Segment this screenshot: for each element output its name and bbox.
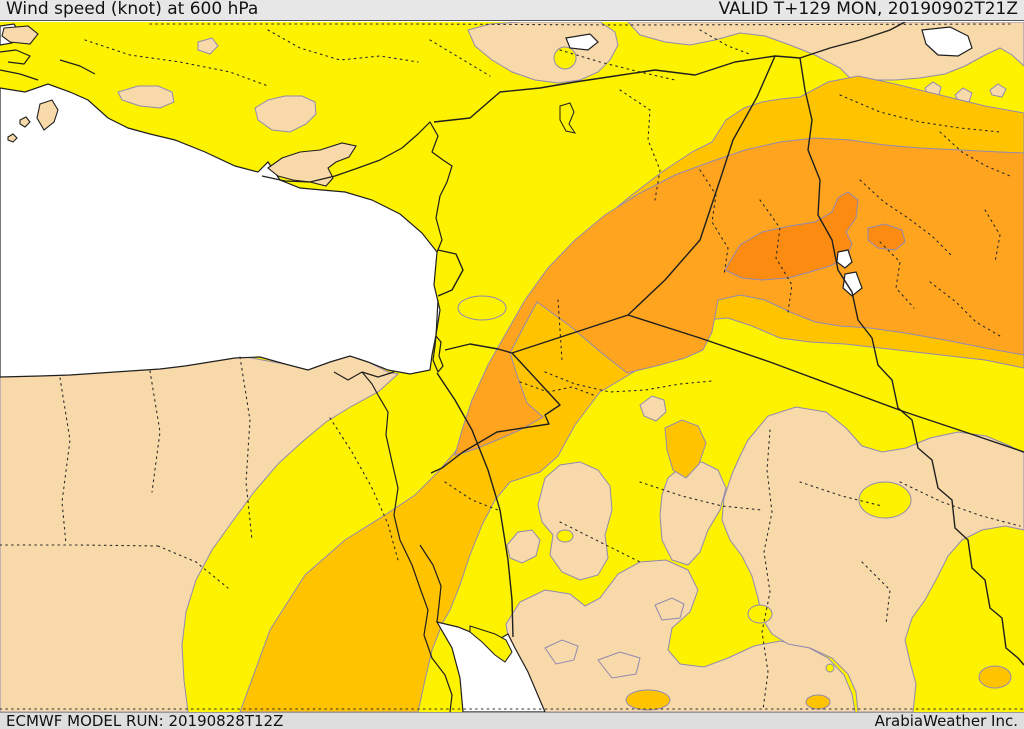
lebanon-border: [437, 249, 464, 297]
band-dark-orange-regions: [724, 191, 906, 281]
lake-habbaniyah: [842, 271, 863, 297]
dead-sea: [432, 335, 444, 373]
egypt-red-sea-coast: [419, 544, 442, 623]
iran-border: [799, 57, 1024, 666]
country-borders: [430, 22, 1024, 666]
egypt-israel-border: [436, 372, 514, 638]
map-title: Wind speed (knot) at 600 hPa: [6, 0, 259, 19]
branding-label: ArabiaWeather Inc.: [874, 712, 1018, 729]
map-area: [0, 22, 1024, 712]
turkish-lake: [559, 102, 577, 134]
turkey-south-border: [433, 22, 906, 123]
rhodes: [36, 99, 59, 131]
islands-and-peninsulas: [1, 25, 577, 663]
valid-time-label: VALID T+129 MON, 20190902T21Z: [718, 0, 1018, 19]
mediterranean-sea: [0, 83, 441, 378]
nile-river: [361, 371, 453, 712]
jordan-river: [435, 299, 439, 337]
turkey-levant-coast: [261, 121, 453, 253]
coastlines-rivers: [0, 49, 453, 712]
admin-boundaries: [0, 23, 1024, 711]
band-orange-region: [454, 137, 1024, 456]
jordan-saudi-border: [430, 314, 629, 474]
model-run-label: ECMWF MODEL RUN: 20190828T12Z: [6, 712, 284, 729]
cyprus: [267, 142, 357, 187]
wind-speed-map-canvas: [0, 22, 1024, 712]
sinai-tip: [469, 625, 513, 663]
lake-tharthar: [836, 249, 853, 269]
status-bar: ECMWF MODEL RUN: 20190828T12Z ArabiaWeat…: [0, 712, 1024, 729]
yellow-pocket-overlays: [457, 46, 912, 673]
iraq-saudi-border: [627, 314, 1024, 453]
title-bar: Wind speed (knot) at 600 hPa VALID T+129…: [0, 0, 1024, 21]
lake-tuz: [565, 33, 599, 51]
lake-van: [921, 26, 973, 57]
syria-iraq-border: [627, 55, 776, 316]
sea-and-lakes: [0, 23, 973, 712]
